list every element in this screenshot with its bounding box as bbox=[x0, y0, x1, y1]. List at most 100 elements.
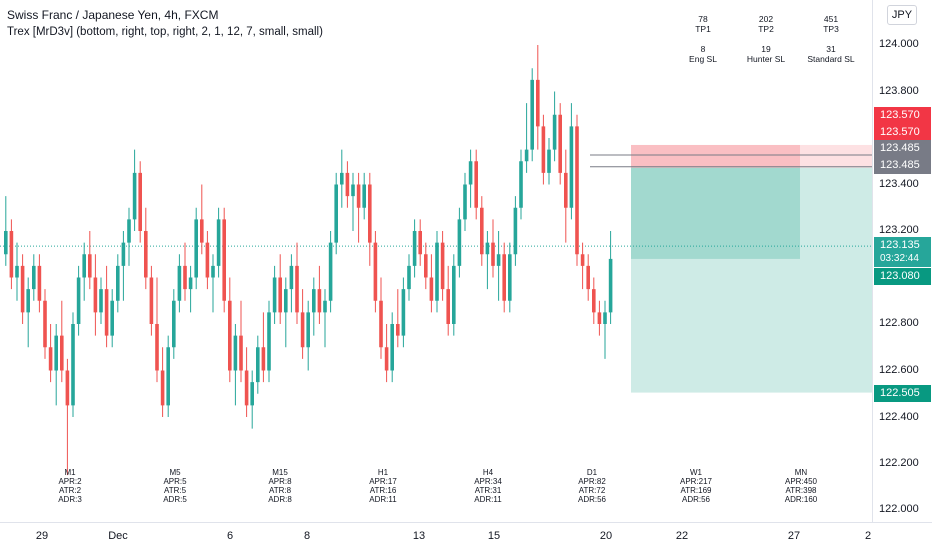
time-tick: 22 bbox=[675, 530, 689, 542]
tf-adr: ADR:11 bbox=[474, 495, 502, 504]
target-zone bbox=[631, 167, 872, 393]
stop-price-tag[interactable]: 123.570 bbox=[874, 107, 931, 124]
price-chart[interactable] bbox=[0, 0, 872, 522]
tp1-value: 78 bbox=[698, 14, 708, 24]
tp1-label: TP1 bbox=[695, 24, 711, 34]
candle-body bbox=[547, 149, 551, 173]
candle-body bbox=[435, 242, 439, 301]
last-price-tag[interactable]: 123.135 03:32:44 bbox=[874, 237, 931, 267]
tf-apr: APR:8 bbox=[268, 477, 292, 486]
eng-sl-cell: 8 Eng SL bbox=[670, 44, 736, 64]
time-tick: 8 bbox=[303, 530, 311, 542]
candle-body bbox=[564, 172, 568, 208]
candle-body bbox=[592, 289, 596, 313]
tp3-label: TP3 bbox=[823, 24, 839, 34]
tf-label: H4 bbox=[482, 468, 494, 477]
chart-area[interactable]: Swiss Franc / Japanese Yen, 4h, FXCM Tre… bbox=[0, 0, 872, 522]
candle-body bbox=[149, 277, 154, 324]
tp2-label: TP2 bbox=[758, 24, 774, 34]
candle-body bbox=[194, 219, 198, 278]
candle-body bbox=[452, 265, 456, 324]
time-tick: 6 bbox=[226, 530, 234, 542]
time-axis[interactable]: 29 Dec 6 8 13 15 20 22 27 2 bbox=[0, 522, 932, 550]
candle-body bbox=[328, 242, 333, 301]
tf-apr: APR:17 bbox=[369, 477, 397, 486]
candle-body bbox=[177, 265, 182, 301]
candle-body bbox=[491, 242, 495, 266]
candle-body bbox=[132, 172, 137, 220]
candle-body bbox=[32, 265, 36, 290]
candle-body bbox=[440, 242, 445, 290]
price-tick: 123.800 bbox=[879, 85, 919, 97]
candle-body bbox=[99, 289, 103, 313]
candle-body bbox=[412, 231, 417, 266]
candle-body bbox=[26, 289, 30, 313]
candle-body bbox=[524, 149, 529, 162]
tf-atr: ATR:72 bbox=[578, 486, 606, 495]
candle-body bbox=[60, 335, 64, 371]
price-tick: 123.200 bbox=[879, 224, 919, 236]
candle-body bbox=[597, 312, 602, 324]
candle-body bbox=[396, 324, 400, 336]
candle-body bbox=[608, 258, 613, 313]
tf-label: D1 bbox=[586, 468, 598, 477]
candle-body bbox=[306, 312, 310, 348]
candle-body bbox=[474, 161, 478, 208]
tf-label: M1 bbox=[64, 468, 76, 477]
candle-body bbox=[261, 347, 266, 371]
candle-body bbox=[480, 207, 484, 255]
current-price-tag[interactable]: 123.080 bbox=[874, 268, 931, 285]
candle-body bbox=[418, 231, 422, 255]
candle-body bbox=[603, 312, 607, 324]
candle-body bbox=[356, 184, 361, 208]
currency-button[interactable]: JPY bbox=[887, 5, 917, 25]
candle-body bbox=[48, 347, 53, 371]
hunter-sl-cell: 19 Hunter SL bbox=[733, 44, 799, 64]
candle-body bbox=[88, 254, 92, 278]
standard-sl-value: 31 bbox=[826, 44, 836, 54]
candle-body bbox=[144, 231, 148, 278]
tf-atr: ATR:398 bbox=[785, 486, 817, 495]
tf-adr: ADR:8 bbox=[268, 495, 292, 504]
price-tick: 122.400 bbox=[879, 411, 919, 423]
price-tick: 123.400 bbox=[879, 178, 919, 190]
candle-body bbox=[502, 254, 506, 301]
candle-body bbox=[345, 172, 350, 197]
price-axis[interactable]: 124.000 123.800 123.400 123.200 122.800 … bbox=[872, 0, 932, 522]
candle-body bbox=[244, 370, 249, 406]
tf-atr: ATR:5 bbox=[163, 486, 187, 495]
candle-body bbox=[82, 254, 86, 278]
tf-adr: ADR:11 bbox=[369, 495, 397, 504]
stop-zone-filled bbox=[631, 144, 800, 168]
time-tick: 13 bbox=[412, 530, 426, 542]
tf-apr: APR:5 bbox=[163, 477, 187, 486]
candle-body bbox=[278, 277, 282, 313]
tf-apr: APR:82 bbox=[578, 477, 606, 486]
tf-label: MN bbox=[794, 468, 808, 477]
candle-body bbox=[485, 242, 490, 255]
entry-price-tag[interactable]: 123.485 bbox=[874, 140, 931, 157]
candle-body bbox=[323, 300, 327, 313]
candle-body bbox=[15, 265, 19, 278]
entry-price-tag[interactable]: 123.485 bbox=[874, 157, 931, 174]
candle-body bbox=[552, 114, 557, 150]
tf-adr: ADR:160 bbox=[784, 495, 818, 504]
candle-body bbox=[222, 219, 226, 301]
candle-body bbox=[519, 161, 523, 208]
tf-adr: ADR:56 bbox=[577, 495, 606, 504]
symbol-legend-title[interactable]: Swiss Franc / Japanese Yen, 4h, FXCM bbox=[7, 8, 219, 22]
stop-price-tag[interactable]: 123.570 bbox=[874, 124, 931, 141]
candle-body bbox=[20, 265, 25, 313]
stop-zone bbox=[631, 144, 872, 168]
tf-stats-mn: MN APR:450 ATR:398 ADR:160 bbox=[766, 468, 836, 504]
price-tick: 124.000 bbox=[879, 38, 919, 50]
candle-body bbox=[575, 126, 579, 255]
tf-adr: ADR:3 bbox=[58, 495, 82, 504]
indicator-legend[interactable]: Trex [MrD3v] (bottom, right, top, right,… bbox=[7, 26, 323, 38]
candle-body bbox=[384, 347, 389, 371]
price-tick: 122.200 bbox=[879, 457, 919, 469]
candle-body bbox=[228, 300, 232, 371]
candle-body bbox=[468, 161, 473, 185]
candle-body bbox=[368, 184, 372, 243]
target-price-tag[interactable]: 122.505 bbox=[874, 385, 931, 402]
